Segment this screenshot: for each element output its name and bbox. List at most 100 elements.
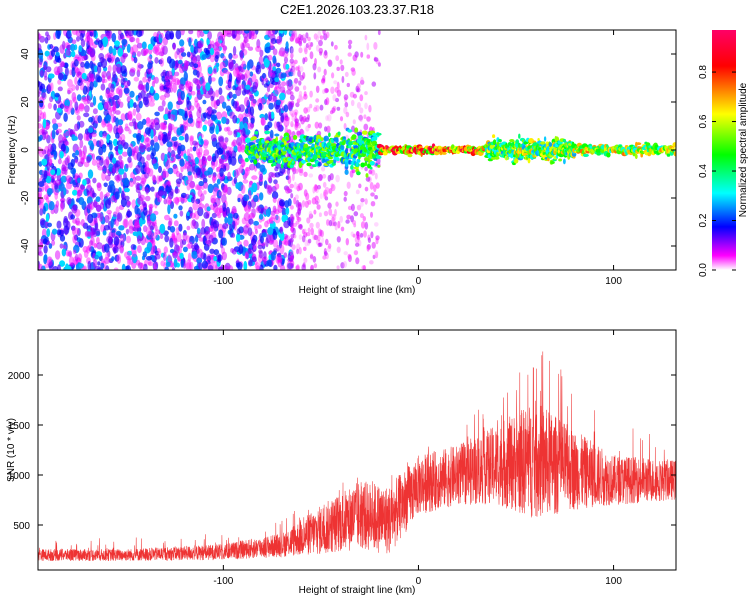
heatmap-cell — [290, 53, 294, 59]
heatmap-cell — [38, 242, 44, 249]
heatmap-cell — [211, 212, 217, 219]
heatmap-cell — [193, 221, 199, 230]
heatmap-cell — [57, 158, 62, 165]
heatmap-cell — [278, 30, 284, 34]
heatmap-cell — [217, 135, 225, 142]
heatmap-cell — [38, 181, 45, 187]
heatmap-cell — [141, 41, 147, 50]
heatmap-cell — [293, 197, 297, 205]
heatmap-cell — [186, 51, 191, 58]
heatmap-cell — [80, 49, 87, 57]
heatmap-cell — [127, 30, 134, 37]
heatmap-cell — [86, 40, 90, 50]
heatmap-cell — [322, 173, 327, 179]
heatmap-cell — [196, 257, 203, 264]
heatmap-cell — [159, 83, 164, 92]
heatmap-cell — [305, 43, 309, 49]
heatmap-cell — [237, 85, 242, 91]
heatmap-cell — [296, 185, 301, 192]
heatmap-cell — [582, 153, 589, 157]
heatmap-cell — [87, 169, 94, 179]
heatmap-cell — [301, 228, 305, 235]
heatmap-cell — [364, 102, 368, 110]
heatmap-cell — [106, 70, 111, 80]
heatmap-cell — [124, 112, 130, 121]
heatmap-cell — [635, 142, 642, 146]
heatmap-cell — [251, 244, 257, 252]
heatmap-cell — [76, 56, 82, 62]
heatmap-cell — [292, 227, 296, 236]
heatmap-cell — [359, 232, 364, 238]
heatmap-cell — [132, 44, 139, 53]
heatmap-cell — [298, 47, 303, 54]
heatmap-cell — [294, 168, 299, 174]
heatmap-cell — [96, 212, 101, 218]
heatmap-cell — [274, 86, 281, 95]
heatmap-cell — [207, 106, 213, 112]
heatmap-x-axis-label: Height of straight line (km) — [299, 285, 416, 296]
heatmap-cell — [91, 132, 97, 138]
heatmap-cell — [190, 219, 196, 229]
heatmap-cell — [144, 127, 151, 135]
heatmap-cell — [322, 75, 326, 82]
heatmap-cell — [265, 140, 270, 144]
heatmap-cell — [299, 169, 304, 174]
heatmap-cell — [56, 128, 62, 134]
heatmap-cell — [210, 197, 216, 204]
heatmap-cell — [317, 161, 322, 167]
heatmap-cell — [314, 58, 317, 66]
heatmap-cell — [126, 235, 131, 244]
heatmap-cell — [251, 175, 258, 180]
heatmap-cell — [203, 112, 208, 119]
heatmap-cell — [162, 170, 169, 178]
heatmap-cell — [366, 244, 370, 252]
heatmap-cell — [313, 209, 317, 215]
heatmap-cell — [116, 254, 122, 264]
heatmap-cell — [363, 114, 367, 119]
heatmap-cell — [364, 198, 368, 205]
heatmap-cell — [188, 30, 194, 35]
heatmap-cell — [303, 143, 309, 148]
heatmap-cell — [363, 123, 369, 131]
heatmap-cell — [70, 214, 75, 220]
heatmap-cell — [38, 260, 41, 270]
heatmap-cell — [241, 60, 246, 68]
heatmap-cell — [167, 101, 173, 110]
heatmap-cell — [492, 134, 496, 139]
heatmap-cell — [196, 227, 201, 235]
heatmap-cell — [190, 196, 195, 204]
heatmap-cell — [59, 243, 64, 249]
heatmap-cell — [92, 259, 98, 268]
heatmap-cell — [228, 155, 232, 165]
heatmap-cell — [92, 108, 98, 115]
heatmap-cell — [39, 35, 46, 43]
heatmap-cell — [173, 220, 179, 227]
heatmap-cell — [557, 141, 563, 145]
heatmap-cell — [275, 136, 278, 142]
heatmap-cell — [308, 44, 312, 51]
heatmap-cell — [43, 64, 47, 71]
heatmap-cell — [367, 237, 371, 244]
heatmap-cell — [38, 32, 41, 41]
heatmap-cell — [326, 245, 332, 253]
heatmap-cell — [98, 39, 103, 49]
heatmap-cell — [78, 172, 83, 179]
heatmap-cell — [267, 54, 273, 61]
heatmap-cell — [148, 203, 154, 209]
heatmap-cell — [131, 250, 137, 258]
heatmap-cell — [74, 155, 79, 163]
heatmap-cell — [334, 97, 340, 103]
heatmap-cell — [62, 74, 67, 82]
heatmap-cell — [271, 191, 279, 200]
heatmap-cell — [347, 254, 352, 263]
heatmap-cell — [332, 214, 337, 222]
heatmap-cell — [233, 212, 239, 219]
heatmap-cell — [92, 231, 98, 238]
heatmap-x-tick-label: -100 — [213, 276, 233, 287]
heatmap-cell — [59, 151, 64, 159]
heatmap-cell — [251, 136, 257, 140]
heatmap-cell — [103, 100, 109, 110]
heatmap-cell — [120, 240, 125, 248]
heatmap-cell — [200, 138, 204, 144]
heatmap-cell — [606, 152, 611, 158]
